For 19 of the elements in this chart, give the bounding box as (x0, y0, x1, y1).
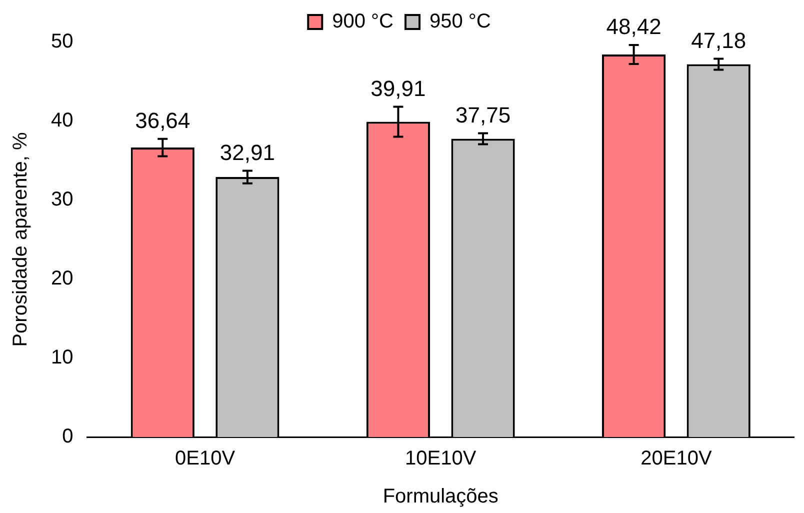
x-tick-label: 20E10V (640, 448, 712, 470)
y-tick-label: 40 (50, 110, 74, 132)
x-tick-label: 0E10V (175, 448, 236, 470)
data-label: 47,18 (691, 28, 746, 53)
data-label: 36,64 (135, 108, 190, 133)
data-label: 32,91 (220, 140, 275, 165)
y-tick-label: 10 (50, 346, 74, 369)
data-label: 48,42 (606, 14, 662, 40)
x-axis-title: Formulações (382, 486, 498, 508)
y-tick-label: 0 (62, 426, 74, 448)
legend-label: 900 °C (332, 10, 394, 33)
y-tick-label: 50 (50, 30, 74, 53)
x-tick-label: 10E10V (405, 448, 477, 470)
legend-label: 950 °C (430, 10, 491, 33)
data-label: 37,75 (455, 102, 511, 128)
y-tick-label: 30 (50, 188, 74, 211)
data-label: 39,91 (370, 76, 426, 101)
y-axis-title: Porosidade aparente, % (10, 132, 32, 347)
y-tick-label: 20 (50, 268, 74, 290)
